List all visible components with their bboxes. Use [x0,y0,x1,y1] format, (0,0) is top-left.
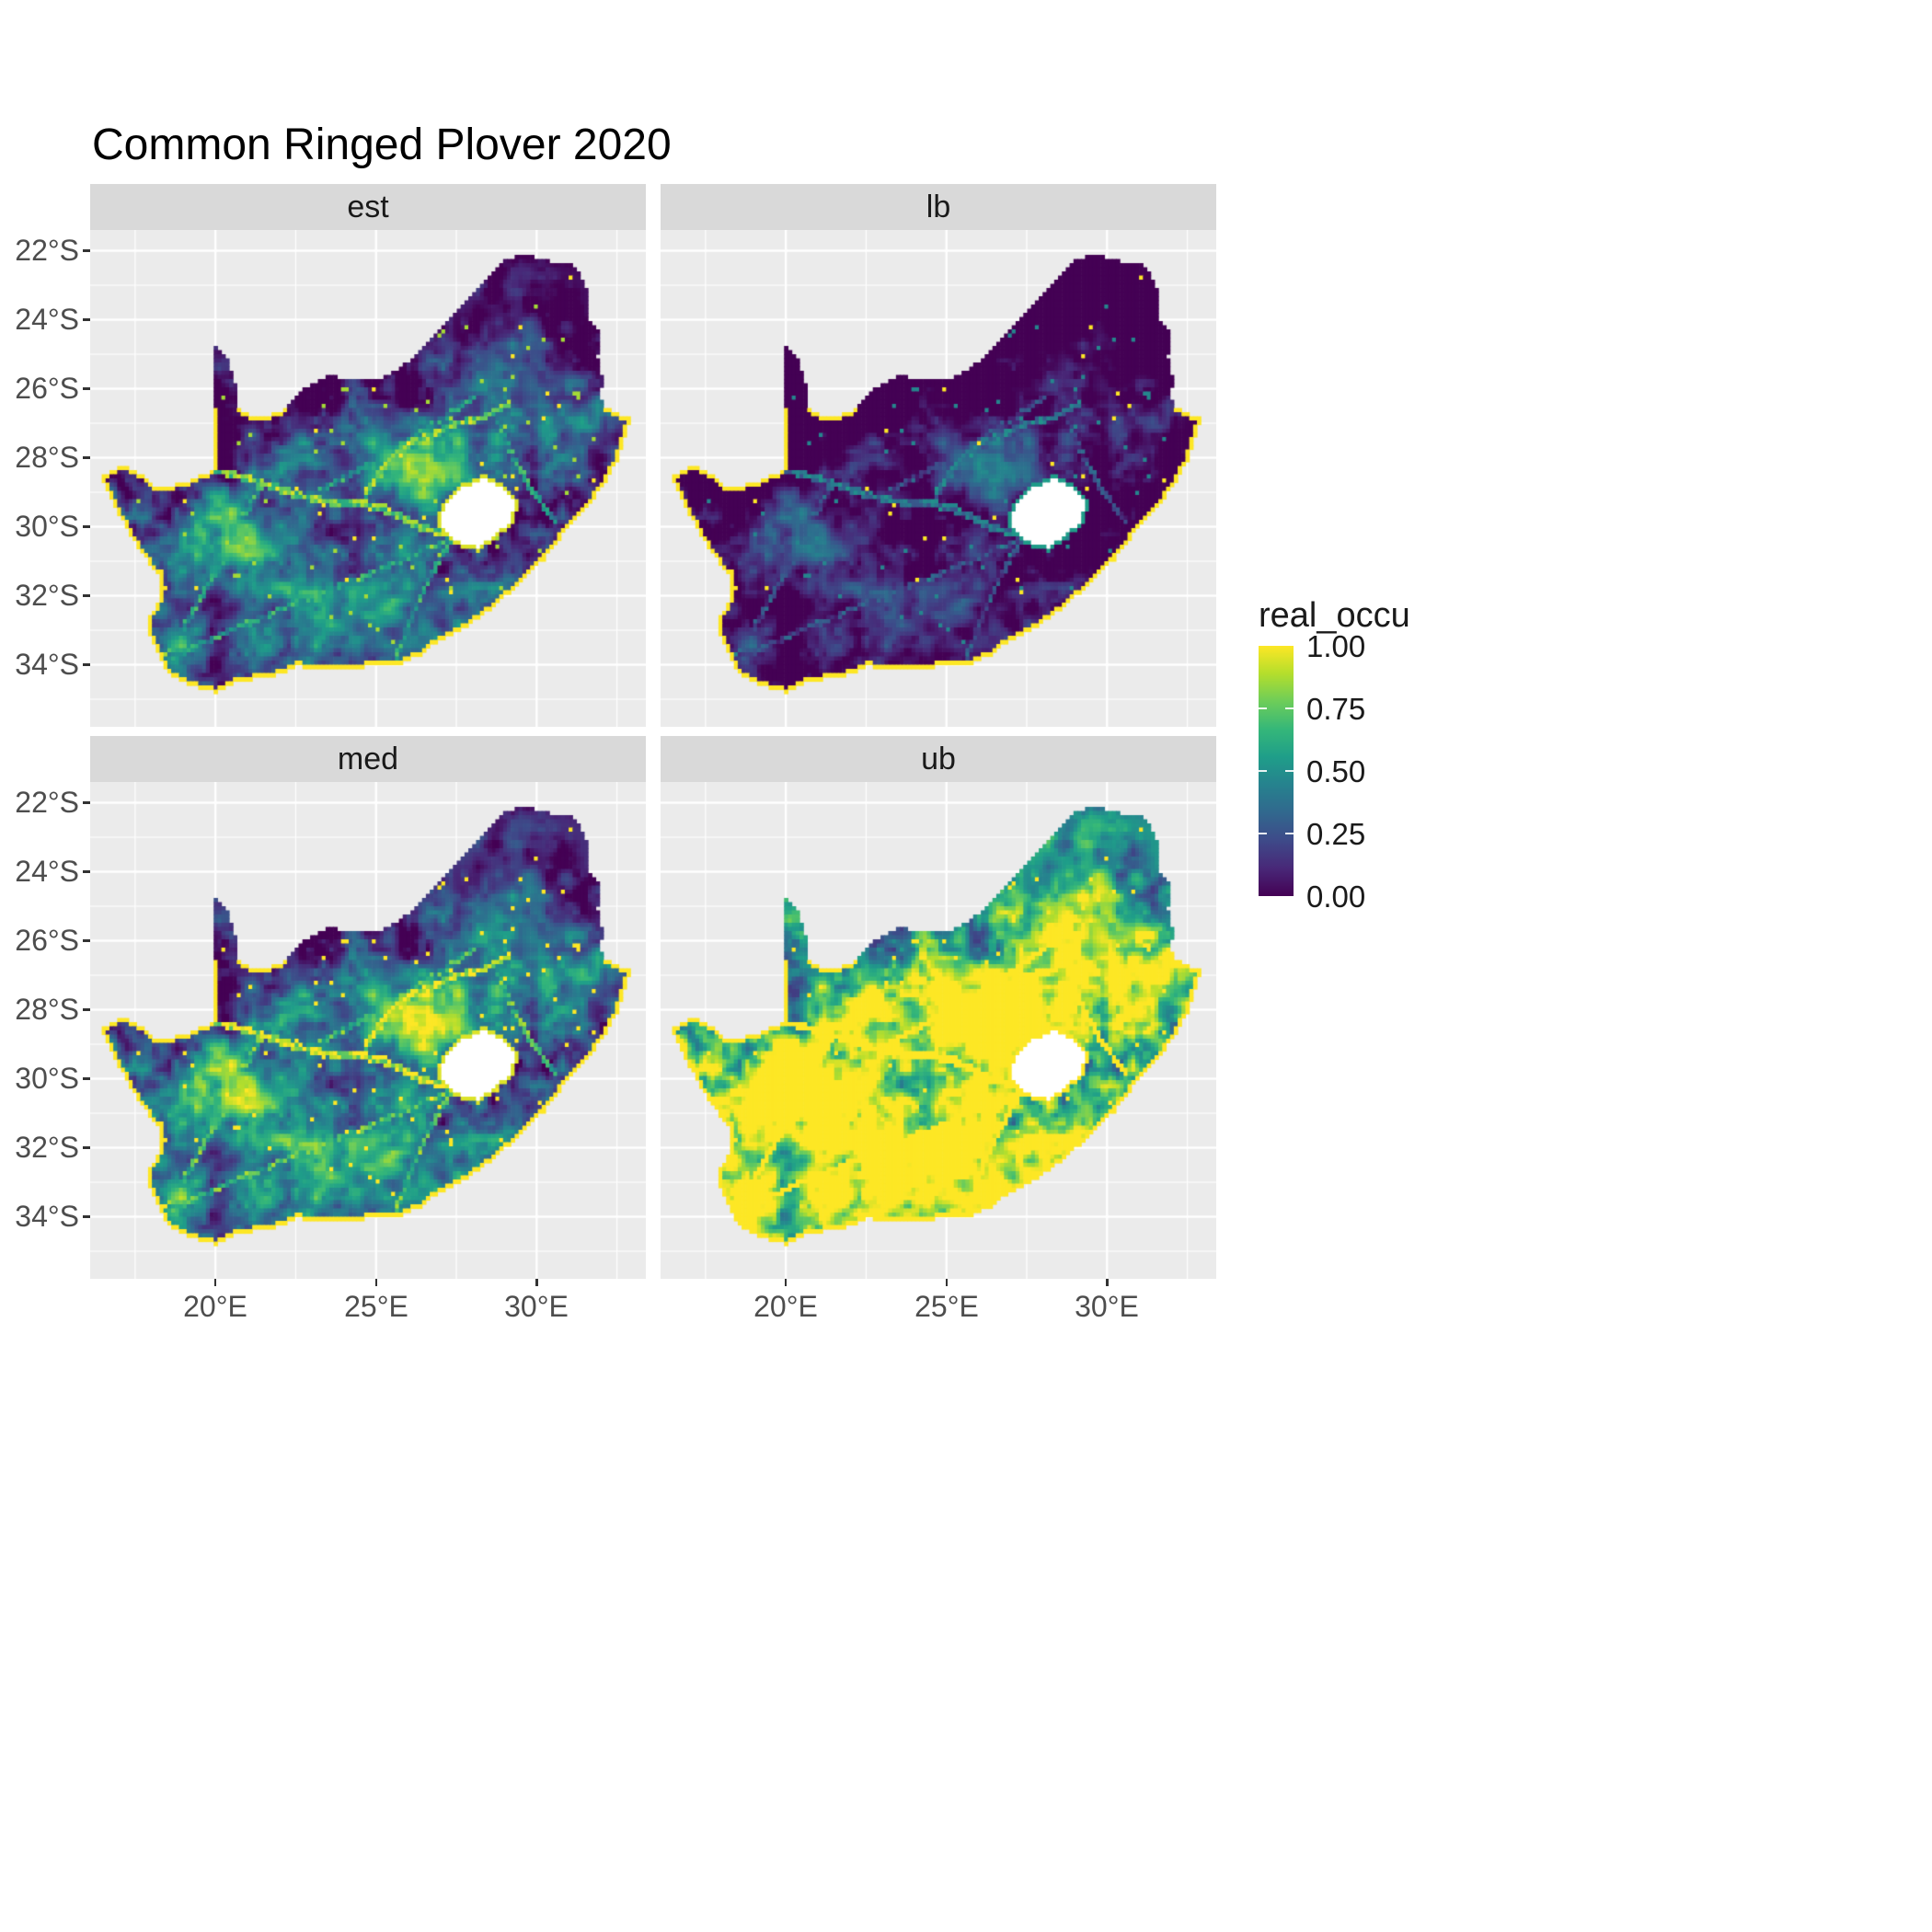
facet-strip-ub: ub [661,736,1216,782]
x-axis-tick [1106,1279,1109,1286]
x-tick-label: 30°E [1075,1290,1139,1323]
x-axis-tick [784,1279,788,1286]
x-axis-tick [213,1279,217,1286]
facet-panel-ub [661,782,1216,1279]
y-axis-tick [83,1215,90,1218]
map-canvas-med [90,782,646,1279]
colorbar-tick [1259,707,1267,710]
y-axis-tick [83,387,90,390]
legend-tick-label: 0.25 [1306,817,1366,851]
colorbar-tick [1285,769,1294,773]
colorbar-tick [1285,832,1294,835]
y-axis-tick [83,1077,90,1080]
y-tick-label: 32°S [15,1131,79,1164]
y-tick-label: 26°S [15,372,79,405]
y-axis-tick [83,318,90,321]
y-axis-tick [83,870,90,873]
y-axis-tick [83,456,90,459]
legend-tick-label: 0.00 [1306,880,1366,914]
y-tick-label: 34°S [15,648,79,681]
x-tick-label: 20°E [753,1290,818,1323]
facet-panel-lb [661,230,1216,727]
facet-strip-label: med [337,741,399,776]
x-tick-label: 25°E [914,1290,979,1323]
y-tick-label: 24°S [15,303,79,336]
y-tick-label: 24°S [15,855,79,888]
colorbar-tick [1259,832,1267,835]
colorbar [1259,646,1294,896]
x-axis-tick [535,1279,538,1286]
y-tick-label: 28°S [15,441,79,474]
facet-strip-label: ub [921,741,956,776]
map-canvas-lb [661,230,1216,727]
x-tick-label: 20°E [183,1290,247,1323]
y-tick-label: 22°S [15,234,79,267]
legend-tick-label: 0.50 [1306,754,1366,788]
y-axis-tick [83,939,90,942]
y-tick-label: 32°S [15,579,79,612]
y-axis-tick [83,1146,90,1149]
y-tick-label: 30°S [15,1062,79,1095]
facet-strip-label: lb [926,189,951,224]
y-axis-tick [83,801,90,804]
facet-panel-est [90,230,646,727]
plot-title: Common Ringed Plover 2020 [92,121,672,169]
map-canvas-est [90,230,646,727]
map-canvas-ub [661,782,1216,1279]
x-tick-label: 30°E [504,1290,569,1323]
y-tick-label: 34°S [15,1200,79,1233]
legend-tick-label: 0.75 [1306,692,1366,726]
legend-title: real_occu [1259,596,1410,635]
y-axis-tick [83,249,90,252]
y-axis-tick [83,525,90,528]
facet-strip-est: est [90,184,646,230]
y-tick-label: 28°S [15,993,79,1026]
x-axis-tick [374,1279,378,1286]
legend-tick-label: 1.00 [1306,629,1366,663]
y-tick-label: 30°S [15,510,79,543]
y-axis-tick [83,594,90,597]
facet-strip-label: est [347,189,389,224]
y-axis-tick [83,1008,90,1011]
colorbar-tick [1259,769,1267,773]
y-tick-label: 26°S [15,924,79,957]
facet-panel-med [90,782,646,1279]
colorbar-tick [1285,707,1294,710]
y-axis-tick [83,663,90,666]
facet-strip-lb: lb [661,184,1216,230]
y-tick-label: 22°S [15,786,79,819]
facet-strip-med: med [90,736,646,782]
x-tick-label: 25°E [344,1290,408,1323]
x-axis-tick [945,1279,949,1286]
